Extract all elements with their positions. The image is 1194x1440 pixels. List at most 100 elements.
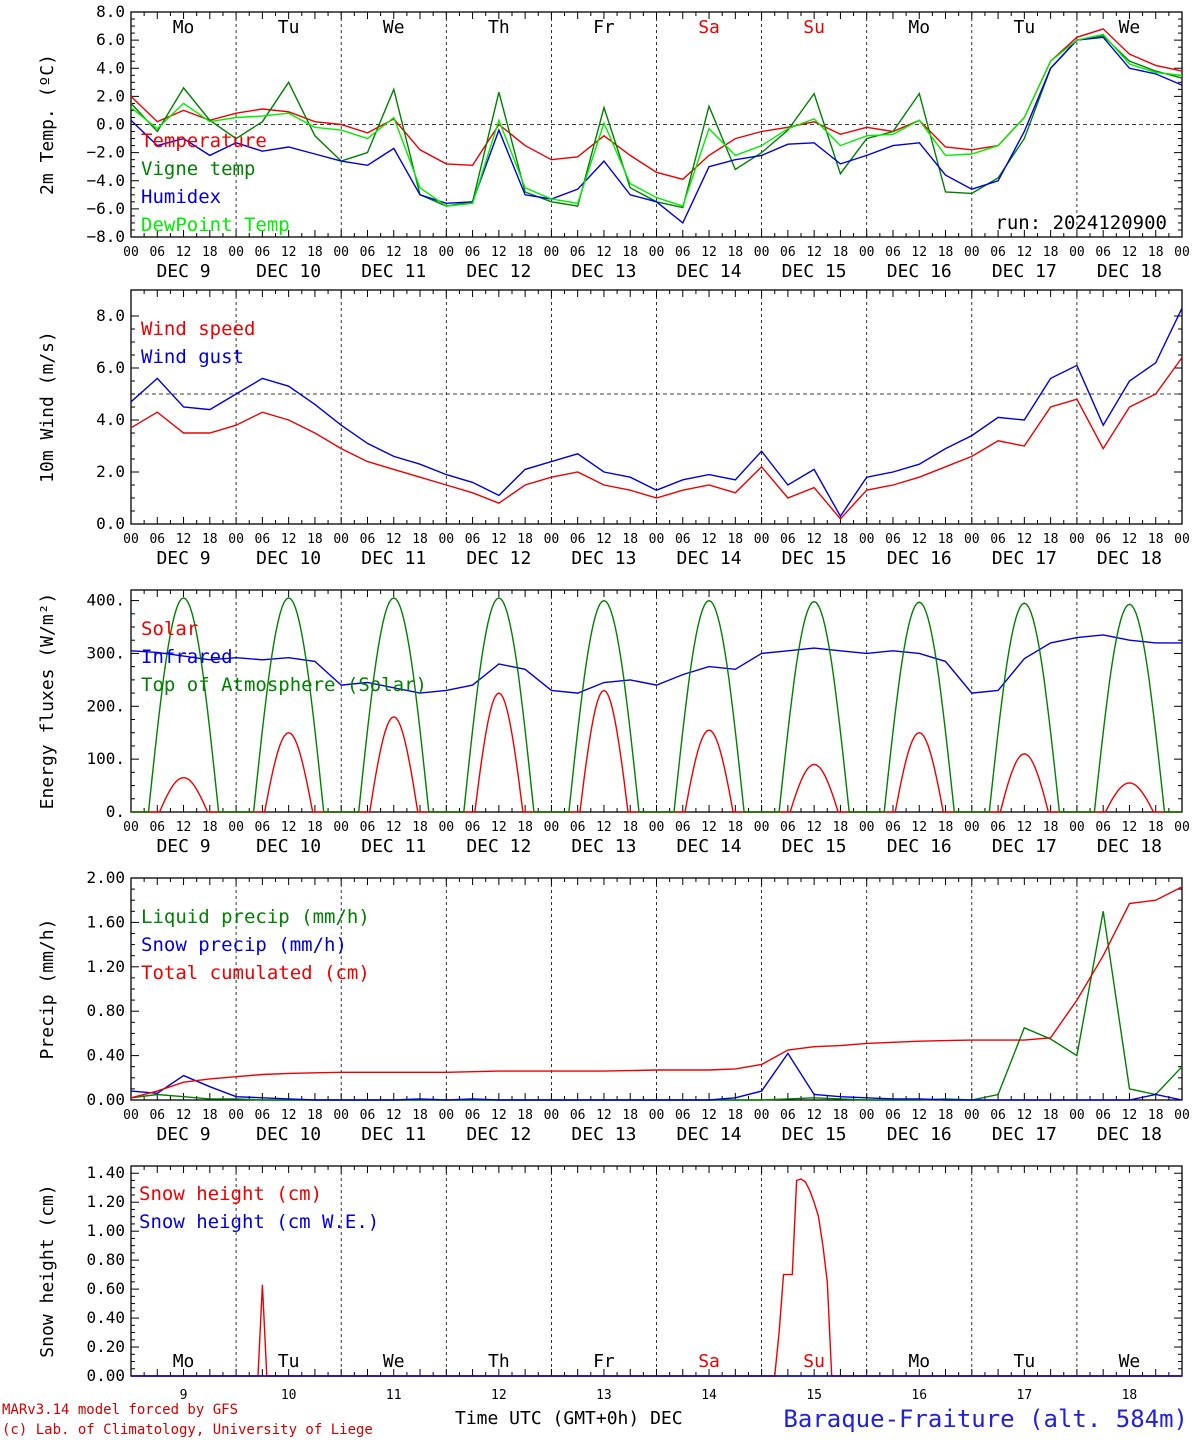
hour-label: 06	[885, 532, 901, 547]
hour-label: 18	[938, 245, 954, 260]
day-number-label: 15	[806, 1388, 822, 1403]
hour-label: 18	[1148, 532, 1164, 547]
hour-label: 18	[307, 532, 323, 547]
hour-label: 12	[806, 245, 822, 260]
hour-label: 18	[1043, 820, 1059, 835]
hour-label: 06	[675, 820, 691, 835]
hour-label: 06	[360, 245, 376, 260]
hour-label: 18	[307, 245, 323, 260]
hour-label: 00	[649, 820, 665, 835]
hour-label: 18	[1043, 1108, 1059, 1123]
y-tick-label: 300.	[86, 643, 125, 662]
hour-label: 06	[990, 820, 1006, 835]
hour-label: 18	[1043, 245, 1059, 260]
legend-entry: Liquid precip (mm/h)	[141, 906, 370, 928]
date-label: DEC 9	[156, 836, 210, 857]
day-number-label: 12	[491, 1388, 507, 1403]
day-number-label: 10	[281, 1388, 297, 1403]
hour-label: 00	[123, 1108, 139, 1123]
weekday-label: Sa	[698, 1351, 720, 1372]
date-label: DEC 14	[677, 261, 742, 282]
hour-label: 06	[570, 820, 586, 835]
legend-entry: Wind speed	[141, 318, 255, 340]
y-tick-label: 0.60	[86, 1279, 125, 1298]
hour-label: 18	[307, 820, 323, 835]
hour-label: 00	[1174, 245, 1190, 260]
hour-label: 00	[438, 1108, 454, 1123]
hour-label: 06	[780, 532, 796, 547]
hour-label: 00	[649, 1108, 665, 1123]
date-label: DEC 10	[256, 548, 321, 569]
legend-entry: Snow height (cm W.E.)	[139, 1211, 379, 1233]
hour-label: 06	[149, 532, 165, 547]
date-label: DEC 10	[256, 1124, 321, 1145]
weekday-label: Fr	[593, 17, 615, 38]
hour-label: 00	[544, 1108, 560, 1123]
y-tick-label: 2.0	[96, 462, 125, 481]
weekday-label: Mo	[908, 17, 930, 38]
series-line	[130, 886, 1183, 1099]
y-tick-label: 400.	[86, 591, 125, 610]
hour-label: 00	[649, 245, 665, 260]
hour-label: 06	[675, 245, 691, 260]
y-tick-label: −8.0	[86, 227, 125, 246]
hour-label: 18	[517, 820, 533, 835]
weekday-label: Sa	[698, 17, 720, 38]
date-label: DEC 9	[156, 261, 210, 282]
legend-entry: Snow precip (mm/h)	[141, 934, 347, 956]
hour-label: 00	[754, 532, 770, 547]
hour-label: 18	[412, 820, 428, 835]
hour-label: 18	[202, 1108, 218, 1123]
hour-label: 06	[149, 245, 165, 260]
hour-label: 12	[1122, 820, 1138, 835]
hour-label: 12	[176, 820, 192, 835]
y-tick-label: 0.80	[86, 1001, 125, 1020]
hour-label: 00	[544, 532, 560, 547]
time-axis-label: Time UTC (GMT+0h) DEC	[455, 1408, 683, 1429]
hour-label: 12	[386, 820, 402, 835]
hour-label: 12	[176, 1108, 192, 1123]
date-label: DEC 12	[466, 548, 531, 569]
hour-label: 06	[465, 820, 481, 835]
hour-label: 00	[228, 532, 244, 547]
hour-label: 06	[255, 820, 271, 835]
hour-label: 06	[675, 532, 691, 547]
hour-label: 12	[596, 1108, 612, 1123]
y-tick-label: 0.40	[86, 1046, 125, 1065]
date-label: DEC 10	[256, 261, 321, 282]
series-line	[130, 36, 1183, 225]
hour-label: 18	[938, 532, 954, 547]
hour-label: 06	[1095, 245, 1111, 260]
hour-label: 06	[990, 532, 1006, 547]
panel-4: 2.00 1.60 1.20 0.80 0.40 0.00 Precip (mm/h) Liq…	[37, 868, 1190, 1145]
hour-label: 00	[1069, 820, 1085, 835]
y-axis-label: 2m Temp. (ºC)	[37, 54, 58, 195]
hour-label: 12	[1017, 532, 1033, 547]
day-number-label: 11	[386, 1388, 402, 1403]
hour-label: 12	[701, 532, 717, 547]
hour-label: 06	[149, 1108, 165, 1123]
y-tick-label: 8.0	[96, 2, 125, 21]
panel-2: 8.0 6.0 4.0 2.0 0.0 10m Wind (m/s) Wind speed W…	[37, 289, 1190, 569]
hour-label: 06	[780, 245, 796, 260]
hour-label: 06	[990, 245, 1006, 260]
hour-label: 06	[255, 532, 271, 547]
date-label: DEC 18	[1097, 261, 1162, 282]
weekday-label: Mo	[173, 1351, 195, 1372]
date-label: DEC 12	[466, 1124, 531, 1145]
date-label: DEC 18	[1097, 548, 1162, 569]
hour-label: 12	[911, 1108, 927, 1123]
y-tick-label: 200.	[86, 696, 125, 715]
hour-label: 00	[228, 1108, 244, 1123]
hour-label: 12	[176, 245, 192, 260]
series-line	[131, 689, 1182, 813]
hour-label: 12	[596, 532, 612, 547]
hour-label: 00	[438, 532, 454, 547]
date-label: DEC 17	[992, 836, 1057, 857]
weekday-label: We	[383, 17, 405, 38]
date-label: DEC 12	[466, 261, 531, 282]
hour-label: 18	[202, 532, 218, 547]
day-number-label: 18	[1122, 1388, 1138, 1403]
date-label: DEC 13	[571, 836, 636, 857]
hour-label: 00	[649, 532, 665, 547]
